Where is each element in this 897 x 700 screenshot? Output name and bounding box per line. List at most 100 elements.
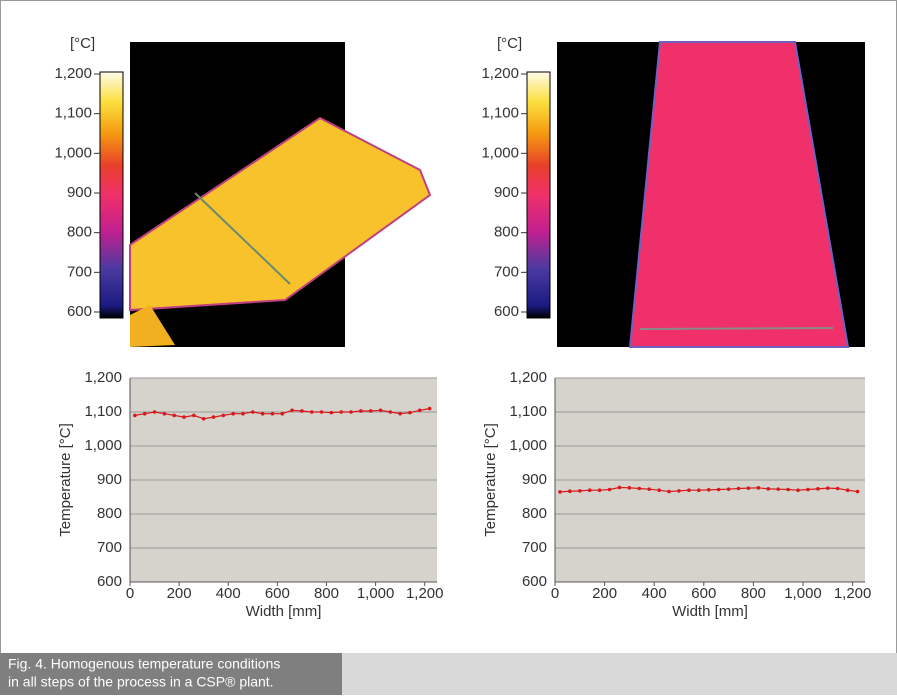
data-point (687, 488, 691, 492)
figure: Fig. 4. Homogenous temperature condition… (0, 0, 897, 695)
y-tick-label: 900 (97, 471, 122, 488)
scale-tick-label: 1,200 (481, 65, 519, 82)
data-point (727, 487, 731, 491)
data-point (300, 409, 304, 413)
data-point (359, 409, 363, 413)
data-point (408, 411, 412, 415)
x-tick-label: 200 (167, 585, 192, 602)
data-point (558, 490, 562, 494)
scale-tick-label: 800 (67, 224, 92, 241)
y-tick-label: 1,000 (509, 437, 547, 454)
scale-tick-label: 900 (67, 184, 92, 201)
scale-tick-label: 800 (494, 224, 519, 241)
data-point (667, 490, 671, 494)
data-point (349, 410, 353, 414)
data-point (163, 412, 167, 416)
data-point (192, 414, 196, 418)
x-axis-label: Width [mm] (672, 603, 748, 620)
data-point (202, 417, 206, 421)
scale-tick-label: 700 (494, 263, 519, 280)
y-axis-label: Temperature [°C] (57, 423, 74, 537)
color-bar (527, 72, 550, 318)
y-tick-label: 700 (522, 539, 547, 556)
data-point (241, 412, 245, 416)
x-axis-label: Width [mm] (246, 603, 322, 620)
x-tick-label: 0 (551, 585, 559, 602)
y-tick-label: 800 (97, 505, 122, 522)
data-point (398, 412, 402, 416)
scale-tick-label: 600 (67, 303, 92, 320)
data-point (628, 486, 632, 490)
x-tick-label: 800 (314, 585, 339, 602)
data-point (271, 412, 275, 416)
y-tick-label: 1,100 (509, 403, 547, 420)
data-point (657, 488, 661, 492)
caption: Fig. 4. Homogenous temperature condition… (8, 656, 280, 672)
data-point (796, 488, 800, 492)
data-point (588, 488, 592, 492)
data-point (647, 487, 651, 491)
data-point (836, 487, 840, 491)
data-point (143, 412, 147, 416)
scale-tick-label: 700 (67, 263, 92, 280)
data-point (153, 410, 157, 414)
data-point (261, 412, 265, 416)
data-point (737, 487, 741, 491)
data-point (608, 488, 612, 492)
scale-unit: [°C] (70, 35, 95, 52)
scale-tick-label: 900 (494, 184, 519, 201)
data-point (290, 409, 294, 413)
x-tick-label: 400 (642, 585, 667, 602)
x-tick-label: 1,200 (834, 585, 872, 602)
y-tick-label: 1,200 (84, 369, 122, 386)
data-point (428, 407, 432, 411)
data-point (320, 410, 324, 414)
data-point (697, 488, 701, 492)
x-tick-label: 1,200 (406, 585, 444, 602)
scale-tick-label: 1,100 (54, 105, 92, 122)
scale-tick-label: 1,100 (481, 105, 519, 122)
x-tick-label: 1,000 (357, 585, 395, 602)
data-point (418, 409, 422, 413)
data-point (310, 410, 314, 414)
data-point (806, 488, 810, 492)
data-point (222, 414, 226, 418)
x-tick-label: 200 (592, 585, 617, 602)
y-tick-label: 700 (97, 539, 122, 556)
data-point (846, 488, 850, 492)
x-tick-label: 1,000 (784, 585, 822, 602)
data-point (212, 415, 216, 419)
caption: in all steps of the process in a CSP® pl… (8, 674, 274, 690)
data-point (786, 488, 790, 492)
y-tick-label: 1,200 (509, 369, 547, 386)
x-tick-label: 600 (265, 585, 290, 602)
thermal-image (557, 42, 865, 347)
y-tick-label: 600 (522, 573, 547, 590)
scale-tick-label: 600 (494, 303, 519, 320)
data-point (339, 410, 343, 414)
x-tick-label: 0 (126, 585, 134, 602)
data-point (618, 486, 622, 490)
data-point (856, 490, 860, 494)
data-point (389, 410, 393, 414)
data-point (816, 487, 820, 491)
y-tick-label: 600 (97, 573, 122, 590)
data-point (182, 415, 186, 419)
data-point (757, 486, 761, 490)
data-point (251, 410, 255, 414)
data-point (677, 489, 681, 493)
scale-tick-label: 1,000 (54, 144, 92, 161)
data-point (172, 414, 176, 418)
data-point (369, 409, 373, 413)
data-point (379, 409, 383, 413)
data-point (776, 487, 780, 491)
x-tick-label: 800 (741, 585, 766, 602)
scale-unit: [°C] (497, 35, 522, 52)
y-axis-label: Temperature [°C] (482, 423, 499, 537)
data-point (826, 486, 830, 490)
data-point (707, 488, 711, 492)
data-point (717, 488, 721, 492)
data-point (638, 487, 642, 491)
data-point (280, 412, 284, 416)
data-point (133, 414, 137, 418)
